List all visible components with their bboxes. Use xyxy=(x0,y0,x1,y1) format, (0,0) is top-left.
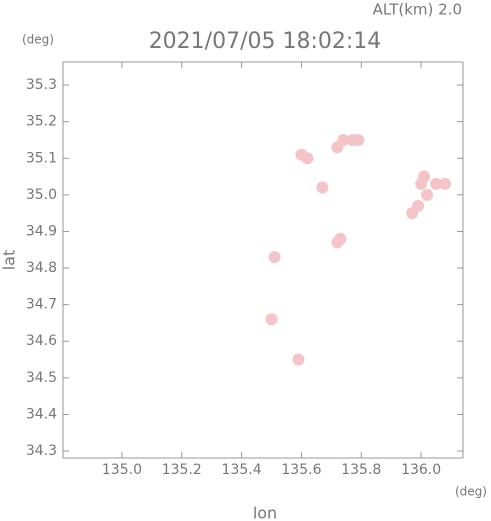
y-tick-label: 35.0 xyxy=(26,187,57,203)
chart-title: 2021/07/05 18:02:14 xyxy=(149,29,382,54)
y-tick-label: 34.7 xyxy=(26,297,57,313)
y-axis-label: lat xyxy=(0,250,19,271)
x-axis-label: lon xyxy=(253,504,277,521)
x-unit: (deg) xyxy=(455,485,487,499)
echo-point xyxy=(418,170,431,183)
y-tick-label: 34.3 xyxy=(26,443,57,459)
x-tick-label: 135.2 xyxy=(162,462,202,478)
y-unit: (deg) xyxy=(22,33,54,47)
echo-point xyxy=(301,152,314,165)
x-tick-label: 136.0 xyxy=(401,462,441,478)
x-tick-label: 135.0 xyxy=(102,462,142,478)
x-tick-label: 135.4 xyxy=(222,462,262,478)
echo-point xyxy=(352,133,365,146)
y-tick-label: 34.5 xyxy=(26,370,57,386)
y-tick-label: 34.8 xyxy=(26,260,57,276)
y-tick-label: 34.9 xyxy=(26,223,57,239)
y-tick-label: 34.6 xyxy=(26,333,57,349)
y-tick-label: 35.1 xyxy=(26,150,57,166)
echo-point xyxy=(331,236,344,249)
echo-point xyxy=(406,207,419,220)
echo-point xyxy=(316,181,329,194)
y-tick-label: 34.4 xyxy=(26,406,57,422)
x-tick-label: 135.8 xyxy=(341,462,381,478)
echo-point xyxy=(439,177,452,190)
subtitle: ALT(km) 2.0 xyxy=(373,1,462,19)
y-tick-label: 35.2 xyxy=(26,114,57,130)
echo-point xyxy=(421,188,434,201)
x-tick-label: 135.6 xyxy=(281,462,321,478)
echo-point xyxy=(430,177,443,190)
echo-point xyxy=(268,251,281,264)
echo-point xyxy=(292,353,305,366)
echo-point xyxy=(337,133,350,146)
y-tick-label: 35.3 xyxy=(26,77,57,93)
plot-frame xyxy=(62,61,464,459)
echo-point xyxy=(265,313,278,326)
